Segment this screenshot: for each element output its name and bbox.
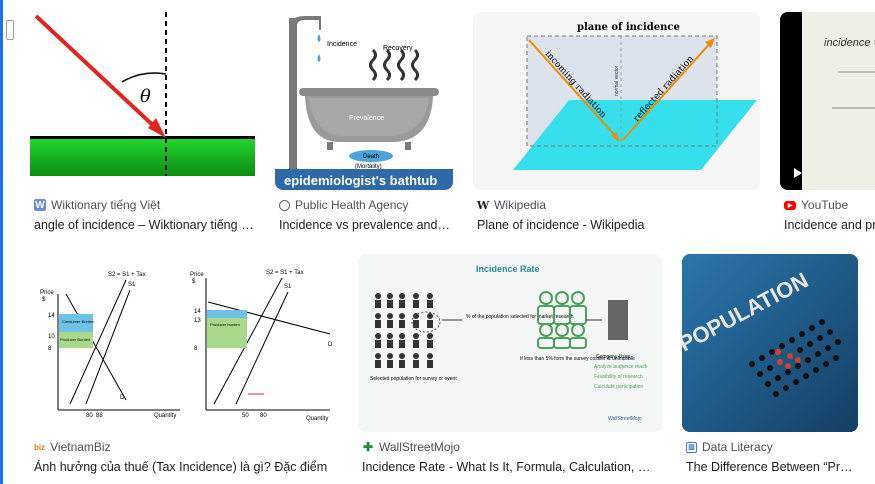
- right-price-label: Price: [190, 272, 204, 278]
- result-source[interactable]: W Wikipedia: [477, 198, 546, 212]
- left-producer-burden: Producer Burden: [60, 337, 90, 342]
- right-tick-13: 13: [194, 318, 201, 324]
- left-tick-88: 88: [96, 413, 103, 419]
- source-label: YouTube: [801, 198, 849, 212]
- source-label: VietnamBiz: [50, 440, 111, 454]
- left-accent-bar: [0, 0, 3, 484]
- left-tick-14: 14: [48, 313, 55, 319]
- source-label: Wikipedia: [494, 198, 547, 212]
- selected-population-note: Selected population for survey or event: [370, 376, 457, 382]
- data-literacy-icon: ▥: [686, 441, 697, 453]
- left-s1-label: S1: [128, 282, 136, 288]
- result-source[interactable]: ▶ YouTube: [784, 198, 848, 212]
- population-percent-note: % of the population selected for market …: [466, 314, 574, 320]
- result-thumbnail[interactable]: incidence =: [780, 12, 875, 190]
- right-tick-14: 14: [194, 309, 201, 315]
- result-title[interactable]: Incidence vs prevalence and epidemiologi…: [279, 218, 451, 232]
- left-consumer-burden: Consumer Burden: [62, 319, 94, 324]
- wallstreetmojo-icon: ✚: [362, 440, 374, 454]
- right-tick-50: 50: [242, 413, 249, 419]
- source-label: Data Literacy: [702, 440, 773, 454]
- plane-title: plane of incidence: [577, 22, 680, 33]
- result-title[interactable]: Incidence Rate - What Is It, Formula, Ca…: [362, 460, 658, 474]
- right-tick-80: 80: [260, 413, 267, 419]
- play-icon: [794, 168, 802, 178]
- result-title[interactable]: Ảnh hưởng của thuế (Tax Incidence) là gì…: [34, 460, 328, 474]
- result-title[interactable]: Plane of incidence - Wikipedia: [477, 218, 645, 232]
- wiktionary-icon: W: [34, 199, 46, 211]
- left-quantity-label: Quantity: [154, 413, 176, 419]
- right-s2-label: S2 = S1 + Tax: [266, 270, 304, 276]
- survey-cost-note: If less than 5% form the survey costlier…: [520, 356, 635, 362]
- result-title[interactable]: The Difference Between “Prevalence” and …: [686, 460, 856, 474]
- right-s1-label: S1: [284, 284, 292, 290]
- death-label: Death: [363, 154, 379, 160]
- result-title[interactable]: Incidence and prevalence: [784, 218, 875, 232]
- company-use-3: Calculate participation: [594, 384, 643, 390]
- result-source[interactable]: ▥ Data Literacy: [686, 440, 773, 454]
- prevalence-label: Prevalence: [349, 115, 384, 122]
- company-use-1: Analyze audience reach: [594, 364, 648, 370]
- scroll-handle[interactable]: [6, 20, 14, 40]
- result-thumbnail[interactable]: Price $ S2 = S1 + Tax S1 Consumer Burden…: [30, 254, 338, 432]
- normal-vector-label: normal vector: [614, 65, 620, 96]
- right-tick-8: 8: [194, 346, 198, 352]
- result-title[interactable]: angle of incidence – Wiktionary tiếng Vi…: [34, 218, 254, 232]
- source-label: WallStreetMojo: [379, 440, 460, 454]
- youtube-icon: ▶: [784, 200, 796, 210]
- result-thumbnail[interactable]: Incidence Recovery Prevalence Death (Mor…: [275, 12, 453, 190]
- right-producer-burden: Producer burden: [210, 322, 240, 327]
- theta-label: θ: [140, 86, 151, 107]
- company-uses-label: Company Uses -: [596, 354, 634, 360]
- recovery-label: Recovery: [383, 45, 413, 52]
- result-thumbnail[interactable]: θ: [30, 12, 255, 190]
- left-s2-label: S2 = S1 + Tax: [108, 272, 146, 278]
- youtube-handwriting: incidence =: [824, 37, 875, 49]
- wsm-watermark: WallStreetMojo: [608, 416, 642, 422]
- left-dollar-label: $: [42, 297, 46, 303]
- result-source[interactable]: ✚ WallStreetMojo: [362, 440, 460, 454]
- globe-icon: [279, 199, 290, 211]
- wikipedia-icon: W: [476, 198, 490, 212]
- incidence-label: Incidence: [327, 41, 357, 48]
- left-price-label: Price: [40, 290, 54, 296]
- vietnambiz-icon: biz: [34, 442, 46, 452]
- left-tick-10: 10: [48, 334, 55, 340]
- incidence-rate-title: Incidence Rate: [476, 264, 540, 274]
- right-quantity-label: Quantity: [306, 416, 328, 422]
- right-dollar-label: $: [192, 279, 196, 285]
- result-thumbnail[interactable]: POPULATION: [682, 254, 858, 432]
- result-source[interactable]: Public Health Agency: [279, 198, 408, 212]
- company-use-2: Feasibility of research: [594, 374, 643, 380]
- left-d-label: D: [120, 395, 125, 401]
- right-d-label: D: [328, 342, 333, 348]
- mortality-label: (Mortality): [355, 164, 382, 170]
- result-thumbnail[interactable]: plane of incidence incoming radiation re…: [473, 12, 760, 190]
- result-source[interactable]: W Wiktionary tiếng Việt: [34, 198, 160, 212]
- source-label: Wiktionary tiếng Việt: [51, 198, 161, 212]
- bathtub-caption: epidemiologist's bathtub: [284, 173, 437, 188]
- left-tick-80: 80: [86, 413, 93, 419]
- left-tick-8: 8: [48, 346, 52, 352]
- source-label: Public Health Agency: [295, 198, 409, 212]
- result-source[interactable]: biz VietnamBiz: [34, 440, 111, 454]
- result-thumbnail[interactable]: Incidence Rate % of the population selec…: [358, 254, 662, 432]
